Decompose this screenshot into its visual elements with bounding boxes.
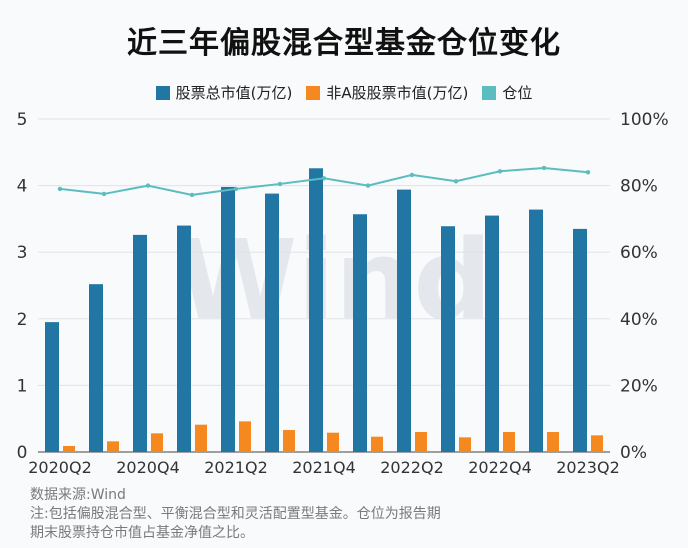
bar-non-a-share bbox=[283, 430, 295, 452]
chart-title: 近三年偏股混合型基金仓位变化 bbox=[127, 26, 561, 61]
y-left-tick-label: 4 bbox=[17, 177, 28, 197]
bar-total-stock bbox=[529, 209, 543, 452]
position-point bbox=[585, 170, 591, 175]
position-line bbox=[59, 166, 589, 196]
bar-total-stock bbox=[353, 214, 367, 452]
legend-swatch-orange bbox=[306, 85, 321, 100]
bar-total-stock bbox=[177, 225, 191, 452]
x-tick-label: 2023Q2 bbox=[556, 458, 620, 477]
position-point bbox=[189, 192, 195, 198]
bar-non-a-share bbox=[547, 432, 559, 452]
bar-non-a-share bbox=[415, 432, 427, 452]
y-left-tick-label: 3 bbox=[17, 243, 28, 263]
legend-item-total-stock: 股票总市值(万亿) bbox=[155, 82, 293, 103]
position-point bbox=[57, 186, 63, 192]
position-point bbox=[541, 165, 547, 171]
bar-non-a-share bbox=[591, 435, 603, 452]
x-tick-label: 2021Q4 bbox=[292, 458, 356, 477]
bar-non-a-share bbox=[151, 433, 163, 452]
position-point bbox=[277, 181, 283, 187]
position-point bbox=[101, 191, 107, 197]
bar-non-a-share bbox=[195, 424, 207, 452]
y-left-tick-label: 1 bbox=[17, 376, 28, 396]
bar-total-stock bbox=[221, 186, 235, 452]
position-point bbox=[365, 183, 371, 188]
legend-item-position: 仓位 bbox=[482, 82, 532, 103]
y-left-tick-label: 0 bbox=[17, 443, 28, 463]
legend-label: 仓位 bbox=[502, 84, 533, 102]
y-right-tick-label: 100% bbox=[620, 110, 669, 130]
x-tick-label: 2020Q2 bbox=[28, 458, 92, 477]
bar-total-stock bbox=[485, 215, 499, 452]
bar-total-stock bbox=[89, 284, 103, 452]
x-tick-label: 2022Q4 bbox=[468, 458, 532, 477]
position-point bbox=[321, 176, 327, 181]
bar-non-a-share bbox=[63, 446, 75, 452]
x-tick-label: 2021Q2 bbox=[204, 458, 268, 477]
x-tick-label: 2022Q2 bbox=[380, 458, 444, 477]
bar-non-a-share bbox=[107, 441, 119, 452]
footnote-line: 注:包括偏股混合型、平衡混合型和灵活配置型基金。仓位为报告期 bbox=[30, 506, 441, 522]
position-point bbox=[497, 169, 503, 174]
bar-total-stock bbox=[265, 193, 279, 453]
y-right-tick-label: 0% bbox=[620, 443, 647, 463]
y-right-tick-label: 20% bbox=[620, 376, 658, 396]
y-right-tick-label: 80% bbox=[620, 177, 658, 197]
footnote-line: 期末股票持仓市值占基金净值之比。 bbox=[30, 525, 254, 541]
y-right-tick-label: 40% bbox=[620, 310, 658, 330]
bar-non-a-share bbox=[459, 437, 471, 452]
bar-non-a-share bbox=[371, 436, 383, 452]
source-note: 数据来源:Wind bbox=[30, 487, 126, 503]
bar-non-a-share bbox=[503, 432, 515, 452]
position-point bbox=[233, 186, 239, 192]
bar-total-stock bbox=[441, 226, 455, 452]
bar-total-stock bbox=[397, 189, 411, 452]
position-point bbox=[453, 179, 459, 184]
legend-label: 股票总市值(万亿) bbox=[175, 84, 293, 102]
bar-total-stock bbox=[133, 234, 147, 452]
legend-item-non-a-share: 非A股股票市值(万亿) bbox=[306, 82, 468, 103]
y-left-tick-label: 5 bbox=[17, 110, 28, 130]
bar-non-a-share bbox=[327, 432, 339, 452]
position-point bbox=[145, 183, 151, 188]
bar-total-stock bbox=[45, 322, 59, 452]
bar-total-stock bbox=[309, 168, 323, 452]
bar-non-a-share bbox=[239, 421, 251, 452]
x-tick-label: 2020Q4 bbox=[116, 458, 180, 477]
legend-swatch-blue bbox=[155, 85, 170, 100]
legend-label: 非A股股票市值(万亿) bbox=[326, 84, 469, 102]
legend-swatch-teal bbox=[482, 85, 497, 100]
y-left-tick-label: 2 bbox=[17, 310, 28, 330]
bar-total-stock bbox=[573, 228, 587, 452]
footnote: 数据来源:Wind 注:包括偏股混合型、平衡混合型和灵活配置型基金。仓位为报告期… bbox=[30, 486, 670, 543]
legend: 股票总市值(万亿) 非A股股票市值(万亿) 仓位 bbox=[0, 82, 688, 103]
position-point bbox=[409, 172, 415, 178]
y-right-tick-label: 60% bbox=[620, 243, 658, 263]
